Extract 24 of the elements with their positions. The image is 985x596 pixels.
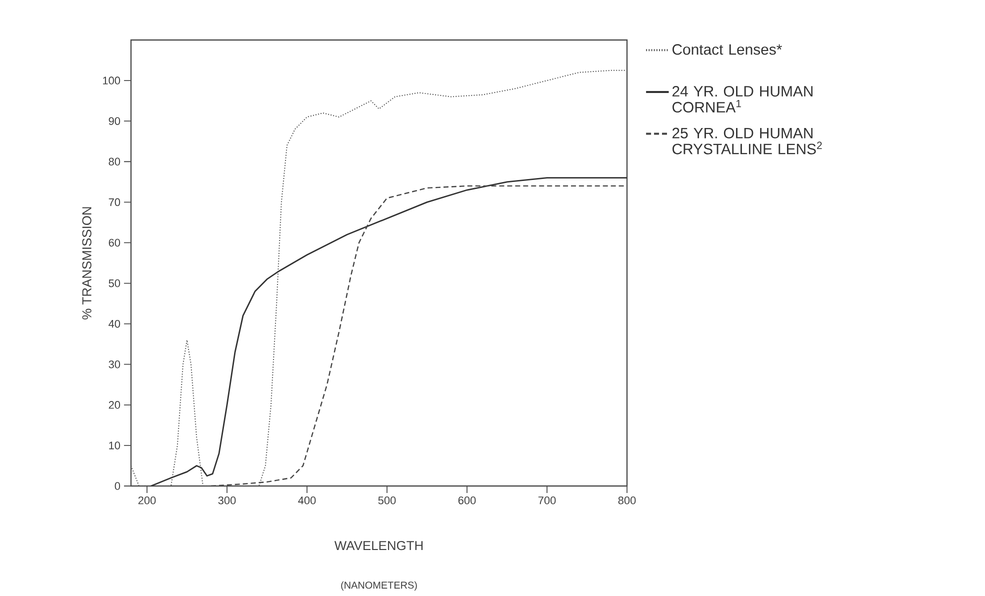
x-tick-label: 600 bbox=[458, 496, 476, 504]
legend-label: 25 YR. OLD HUMAN CRYSTALLINE LENS$^{2}$ bbox=[672, 128, 822, 154]
x-tick-label: 800 bbox=[618, 496, 636, 504]
x-tick-label: 400 bbox=[298, 496, 316, 504]
y-tick-label: 70 bbox=[108, 198, 120, 206]
y-tick-label: 40 bbox=[108, 320, 120, 328]
y-tick-label: 80 bbox=[108, 158, 120, 166]
text: (NANOMETERS) bbox=[341, 581, 417, 591]
y-tick-label: 100 bbox=[103, 76, 120, 84]
y-tick-label: 30 bbox=[108, 360, 120, 368]
y-tick-label: 0 bbox=[114, 482, 120, 490]
x-tick-label: 500 bbox=[378, 496, 396, 504]
y-tick-label: 50 bbox=[108, 279, 120, 288]
y-tick-label: 20 bbox=[108, 401, 120, 409]
y-tick-label: 10 bbox=[109, 442, 120, 450]
legend-label: 24 YR. OLD HUMAN CORNEA$^{1}$ bbox=[672, 86, 812, 113]
x-tick-label: 200 bbox=[138, 496, 156, 504]
y-tick-label: 60 bbox=[108, 238, 120, 247]
x-axis-title: WAVELENGTH bbox=[334, 540, 423, 550]
y-axis-title: % TRANSMISSION bbox=[82, 207, 92, 320]
legend-label: Contact Lenses* bbox=[672, 44, 782, 55]
x-tick-label: 300 bbox=[218, 496, 236, 504]
y-tick-label: 90 bbox=[108, 117, 120, 125]
x-tick-label: 700 bbox=[538, 496, 556, 504]
